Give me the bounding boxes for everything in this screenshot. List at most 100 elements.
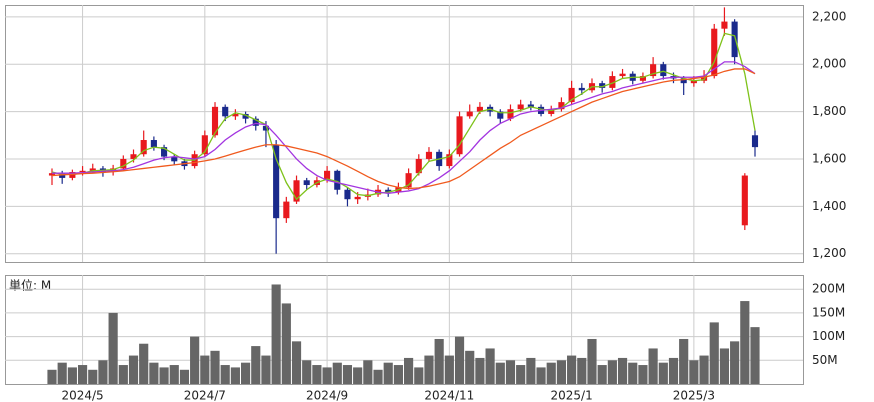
volume-bar xyxy=(230,367,240,384)
volume-bar xyxy=(291,341,302,384)
candle-body xyxy=(161,147,168,157)
candle-body xyxy=(751,135,759,148)
candle-body xyxy=(680,78,687,84)
volume-bar xyxy=(332,362,342,384)
candle-body xyxy=(741,175,748,226)
volume-bar xyxy=(740,301,750,384)
x-tick-label: 2024/9 xyxy=(306,389,348,402)
price-panel xyxy=(5,5,804,263)
candle-body xyxy=(140,140,147,155)
volume-bar xyxy=(118,365,128,384)
candle-body xyxy=(619,73,626,77)
volume-bar xyxy=(658,362,668,384)
volume-bar xyxy=(587,338,597,384)
candle-body xyxy=(79,170,86,172)
candle-body xyxy=(120,158,127,169)
volume-bar xyxy=(220,365,230,384)
volume-bar xyxy=(251,346,261,384)
volume-bar xyxy=(271,284,281,384)
candle-body xyxy=(293,180,300,202)
volume-bar xyxy=(302,360,312,384)
candle-body xyxy=(527,104,534,107)
volume-bar xyxy=(322,367,332,384)
candle-body xyxy=(497,111,504,119)
volume-bar xyxy=(689,360,699,384)
x-tick-label: 2025/3 xyxy=(673,389,715,402)
candle-body xyxy=(334,170,341,190)
moving-average xyxy=(52,61,756,194)
volume-bar xyxy=(108,312,118,384)
y-tick-label: 1,400 xyxy=(812,199,846,213)
volume-bar xyxy=(149,362,159,384)
candle-body xyxy=(609,76,616,88)
x-tick-label: 2024/11 xyxy=(424,389,474,402)
volume-bar xyxy=(454,336,465,384)
volume-bar xyxy=(139,343,149,384)
volume-bar xyxy=(617,357,628,384)
volume-bar xyxy=(77,365,88,384)
volume-bar xyxy=(648,348,658,384)
volume-bar xyxy=(363,360,373,384)
candle-body xyxy=(415,158,422,174)
volume-bar xyxy=(730,341,740,384)
volume-bar xyxy=(128,355,139,384)
candle-body xyxy=(273,144,280,219)
y-tick-label: 1,800 xyxy=(812,104,846,118)
unit-label: 単位: M xyxy=(9,278,51,293)
moving-average xyxy=(51,68,756,190)
volume-bar xyxy=(485,348,495,384)
volume-bar xyxy=(312,365,322,384)
volume-panel xyxy=(5,275,804,385)
candle-body xyxy=(201,135,208,155)
candle-body xyxy=(711,28,718,77)
x-tick-label: 2024/7 xyxy=(184,389,226,402)
candle-body xyxy=(150,140,157,148)
volume-bar xyxy=(353,367,363,384)
volume-bar xyxy=(597,365,607,384)
candle-body xyxy=(242,113,249,119)
candle-body xyxy=(59,173,66,178)
y-tick-label: 100M xyxy=(812,329,845,343)
volume-bar xyxy=(240,362,251,384)
volume-bar xyxy=(638,365,648,384)
volume-bar xyxy=(699,355,709,384)
volume-bar xyxy=(404,357,414,384)
volume-bar xyxy=(546,362,556,384)
volume-bar xyxy=(709,322,719,384)
candle-body xyxy=(48,173,56,176)
volume-bar xyxy=(88,369,98,384)
volume-bar xyxy=(556,360,567,384)
candle-body xyxy=(476,106,483,112)
y-tick-label: 2,200 xyxy=(812,9,846,23)
volume-bar xyxy=(526,357,536,384)
candle-body xyxy=(578,87,585,91)
candle-body xyxy=(232,113,239,117)
volume-bar xyxy=(607,360,617,384)
candle-body xyxy=(456,116,463,155)
candle-body xyxy=(446,154,453,167)
candle-body xyxy=(721,21,728,29)
volume-bar xyxy=(434,338,444,384)
candle-body xyxy=(89,168,96,171)
y-tick-label: 1,600 xyxy=(812,151,846,165)
volume-bar xyxy=(505,360,516,384)
candle-body xyxy=(283,201,290,219)
volume-bar xyxy=(159,367,169,384)
candle-body xyxy=(568,87,575,103)
volume-bar xyxy=(261,355,271,384)
y-tick-label: 150M xyxy=(812,305,845,319)
x-tick-label: 2025/1 xyxy=(550,389,592,402)
volume-bar xyxy=(210,350,220,384)
candle-body xyxy=(517,104,524,110)
volume-bar xyxy=(750,327,760,384)
candle-body xyxy=(405,173,412,188)
volume-bar xyxy=(516,365,526,384)
y-tick-label: 2,000 xyxy=(812,57,846,71)
volume-bar xyxy=(47,369,57,384)
candle-body xyxy=(639,76,646,81)
volume-bar xyxy=(393,365,403,384)
volume-bar xyxy=(444,355,454,384)
volume-bar xyxy=(719,348,730,384)
volume-bar xyxy=(200,355,210,384)
